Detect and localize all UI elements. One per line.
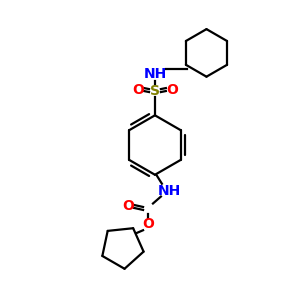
Text: O: O — [122, 200, 134, 214]
Text: NH: NH — [158, 184, 181, 198]
Text: NH: NH — [143, 67, 167, 81]
Text: O: O — [132, 82, 144, 97]
Text: O: O — [166, 82, 178, 97]
Text: S: S — [150, 84, 160, 98]
Text: O: O — [142, 217, 154, 231]
